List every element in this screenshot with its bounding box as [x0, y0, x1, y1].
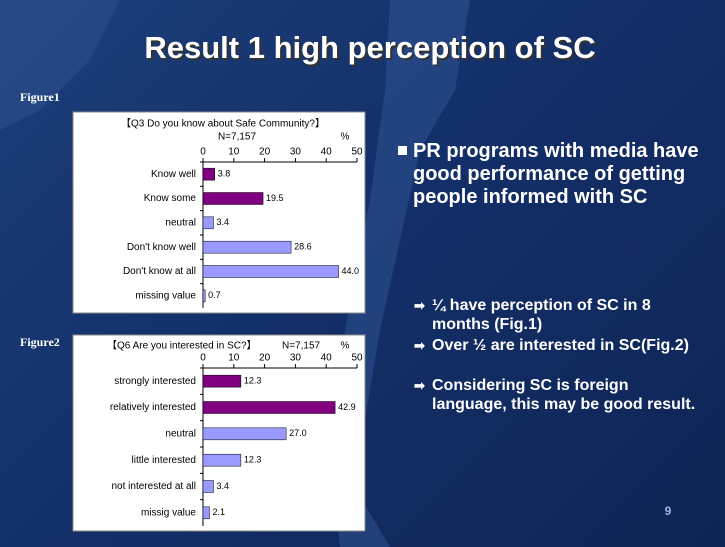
- y-tick-label: relatively interested: [110, 402, 196, 413]
- bar: [202, 480, 214, 493]
- chart-subtitle: N=7,157: [218, 132, 257, 143]
- map-shape: [0, 0, 120, 130]
- sub-bullet: ➡ Over ½ are interested in SC(Fig.2): [414, 336, 702, 355]
- value-label: 0.7: [208, 290, 221, 300]
- y-tick-label: Know well: [151, 169, 196, 180]
- bar: [202, 216, 214, 230]
- x-tick-label: 0: [200, 353, 206, 364]
- bullet-square: [398, 146, 407, 155]
- value-label: 12.3: [244, 376, 262, 386]
- x-tick-label: 50: [351, 353, 363, 364]
- y-tick-label: Know some: [144, 193, 197, 204]
- main-bullet: PR programs with media have good perform…: [398, 140, 703, 209]
- sub-bullet: ➡ ¼ have perception of SC in 8 months (Fi…: [414, 296, 702, 334]
- main-bullet-text: PR programs with media have good perform…: [413, 140, 699, 208]
- y-tick-label: not interested at all: [112, 481, 197, 492]
- bar: [202, 401, 336, 414]
- bar: [202, 167, 215, 181]
- sub-bullet: ➡ Considering SC is foreign language, thi…: [414, 376, 702, 414]
- bar: [202, 289, 206, 303]
- x-axis-label: %: [341, 132, 350, 143]
- bar: [202, 265, 339, 278]
- x-tick-label: 10: [228, 353, 240, 364]
- arrow: ➡: [414, 378, 425, 393]
- bar: [202, 192, 264, 205]
- value-label: 28.6: [294, 242, 312, 252]
- y-tick-label: Don't know well: [127, 242, 196, 253]
- value-label: 3.4: [216, 217, 229, 227]
- x-tick-label: 20: [259, 147, 271, 158]
- y-tick-label: Don't know at all: [123, 266, 196, 277]
- y-tick-label: strongly interested: [114, 376, 196, 387]
- chart-subtitle: N=7,157: [282, 341, 321, 352]
- x-tick-label: 40: [321, 147, 333, 158]
- bar: [202, 453, 242, 467]
- value-label: 19.5: [266, 193, 284, 203]
- x-axis-label: %: [341, 341, 350, 352]
- value-label: 12.3: [244, 455, 262, 465]
- title-shadow: Result 1 high perception of SC: [146, 32, 597, 67]
- x-tick-label: 30: [290, 147, 302, 158]
- sub-bullet-text: ¼ have perception of SC in 8 months (Fig…: [432, 297, 651, 333]
- y-tick-label: little interested: [132, 455, 196, 466]
- figure-label: Figure2: [20, 335, 60, 349]
- chart-title: 【Q6 Are you interested in SC?】: [107, 340, 257, 352]
- value-label: 27.0: [289, 428, 307, 438]
- bar: [202, 374, 242, 388]
- x-tick-label: 30: [290, 353, 302, 364]
- value-label: 3.8: [218, 169, 231, 179]
- slide-title: Result 1 high perception of SC: [144, 30, 595, 65]
- figure-label: Figure1: [20, 90, 60, 104]
- value-label: 44.0: [342, 266, 360, 276]
- y-tick-label: missig value: [141, 507, 196, 518]
- bar: [202, 506, 210, 520]
- value-label: 2.1: [212, 507, 225, 517]
- x-tick-label: 10: [228, 147, 240, 158]
- arrow: ➡: [414, 338, 425, 353]
- chart-frame: [72, 111, 366, 314]
- arrow: ➡: [414, 298, 425, 313]
- y-tick-label: neutral: [165, 217, 196, 228]
- x-tick-label: 0: [200, 147, 206, 158]
- x-tick-label: 50: [351, 147, 363, 158]
- sub-bullet-text: Considering SC is foreign language, this…: [432, 377, 696, 413]
- chart-title: 【Q3 Do you know about Safe Community?】: [121, 118, 325, 130]
- value-label: 42.9: [338, 402, 356, 412]
- page-number: 9: [665, 504, 672, 518]
- bar: [202, 427, 287, 441]
- x-tick-label: 40: [321, 353, 333, 364]
- y-tick-label: missing value: [135, 290, 196, 301]
- value-label: 3.4: [216, 481, 229, 491]
- bar: [202, 240, 292, 254]
- y-tick-label: neutral: [165, 428, 196, 439]
- sub-bullet-text: Over ½ are interested in SC(Fig.2): [432, 337, 689, 354]
- x-tick-label: 20: [259, 353, 271, 364]
